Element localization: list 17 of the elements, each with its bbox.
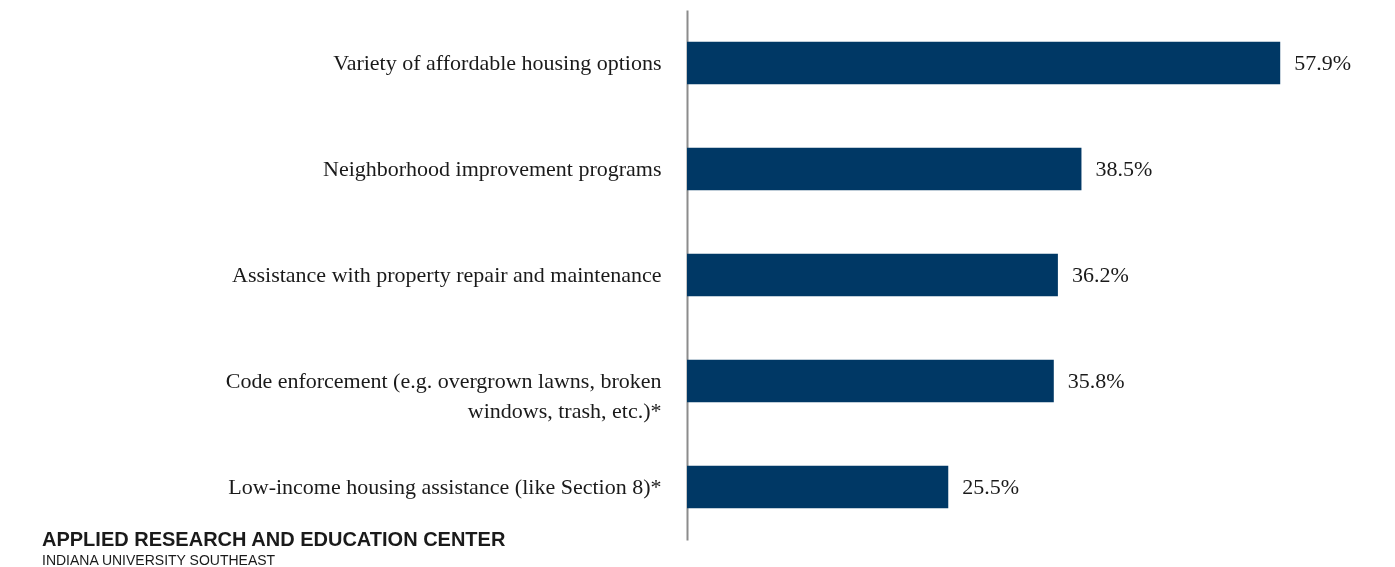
y-tick-label: Low-income housing assistance (like Section 8)* (228, 474, 662, 499)
y-tick-label: Variety of affordable housing options (333, 50, 662, 75)
data-label: 57.9% (1294, 50, 1352, 75)
data-label: 36.2% (1071, 262, 1129, 287)
bar (687, 41, 1281, 85)
data-label: 35.8% (1067, 368, 1125, 393)
bar (687, 253, 1058, 297)
y-tick-label: Code enforcement (e.g. overgrown lawns, broken windows, trash, etc.)* (225, 368, 662, 423)
bar (687, 359, 1054, 403)
text: APPLIED RESEARCH AND EDUCATION CENTER (42, 528, 506, 550)
y-tick-label: Neighborhood improvement programs (323, 156, 662, 181)
bar (687, 465, 949, 509)
bar (687, 147, 1082, 191)
data-label: 25.5% (962, 474, 1020, 499)
text: INDIANA UNIVERSITY SOUTHEAST (42, 552, 276, 567)
y-tick-label: Assistance with property repair and maintenance (232, 262, 662, 287)
data-label: 38.5% (1095, 156, 1153, 181)
